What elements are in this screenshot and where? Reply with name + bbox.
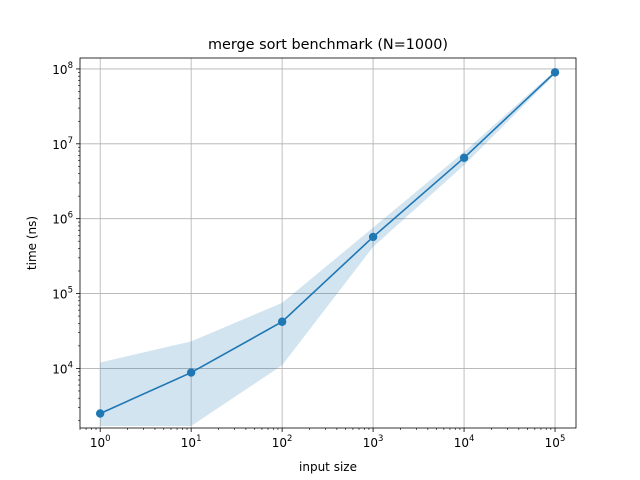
x-tick-label: 103 <box>363 434 384 450</box>
y-tick-label: 107 <box>52 136 73 152</box>
x-tick-label: 101 <box>181 434 202 450</box>
data-point <box>95 409 105 418</box>
x-axis-label: input size <box>299 460 357 474</box>
data-point <box>186 368 196 377</box>
y-tick-label: 108 <box>52 61 73 77</box>
y-axis-ticks: 104 105 106 107 108 <box>52 61 80 422</box>
data-point <box>550 68 560 77</box>
data-point <box>459 153 469 163</box>
x-tick-label: 104 <box>454 434 475 450</box>
x-tick-label: 100 <box>90 434 111 450</box>
series-line-layer <box>99 71 556 415</box>
y-axis-label: time (ns) <box>25 216 39 270</box>
data-point <box>368 232 378 242</box>
data-point <box>277 317 287 326</box>
data-point-layer <box>95 68 560 418</box>
x-axis-ticks: 100 101 102 103 104 105 <box>79 428 566 450</box>
x-tick-label: 102 <box>272 434 293 450</box>
y-tick-label: 105 <box>52 286 73 302</box>
confidence-band <box>100 70 556 427</box>
y-tick-label: 104 <box>52 360 73 376</box>
chart-title: merge sort benchmark (N=1000) <box>208 37 448 53</box>
y-tick-label: 106 <box>52 211 73 227</box>
grid <box>80 58 576 428</box>
plot-area-frame <box>79 57 577 429</box>
x-tick-label: 105 <box>545 434 566 450</box>
confidence-band-layer <box>100 70 556 427</box>
series-line <box>99 71 556 415</box>
